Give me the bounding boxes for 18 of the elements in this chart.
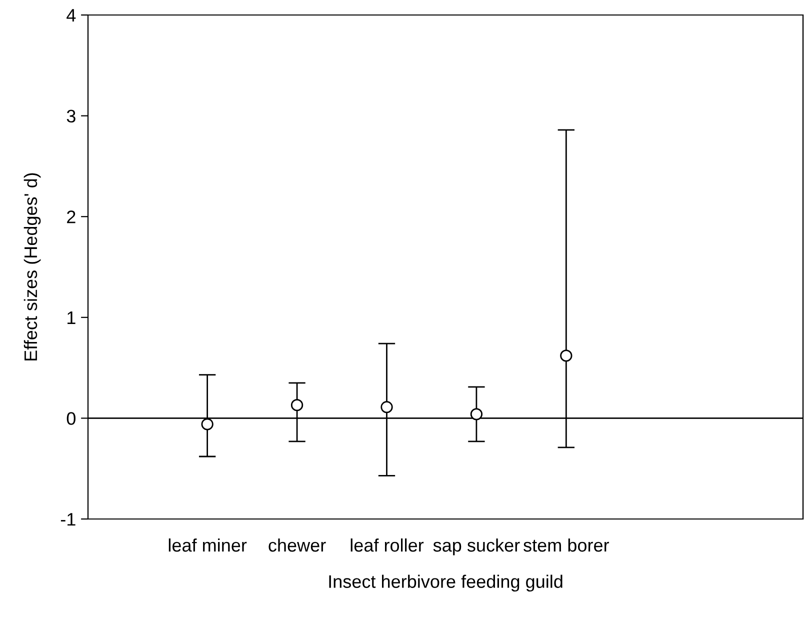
point xyxy=(380,401,393,414)
point xyxy=(201,418,214,430)
y-tick-label: 1 xyxy=(68,312,76,324)
y-tick-label: 0 xyxy=(66,412,76,425)
y-tick-label: 2 xyxy=(67,210,76,224)
y-axis-title: Effect sizes (Hedges' d) xyxy=(24,173,41,360)
y-tick-label: 3 xyxy=(66,110,76,123)
x-tick-label: leaf roller xyxy=(350,538,424,552)
point xyxy=(560,350,572,362)
point xyxy=(290,399,304,412)
x-tick-label: sap sucker xyxy=(433,538,520,556)
x-tick-label: chewer xyxy=(268,538,326,552)
y-tick-label: 4 xyxy=(66,9,76,22)
x-tick-label: stem borer xyxy=(524,538,610,552)
x-tick-label: leaf miner xyxy=(168,538,247,552)
y-tick-label: -1 xyxy=(60,513,76,526)
point xyxy=(470,408,483,420)
x-axis-title: Insect herbivore feeding guild xyxy=(329,574,562,592)
